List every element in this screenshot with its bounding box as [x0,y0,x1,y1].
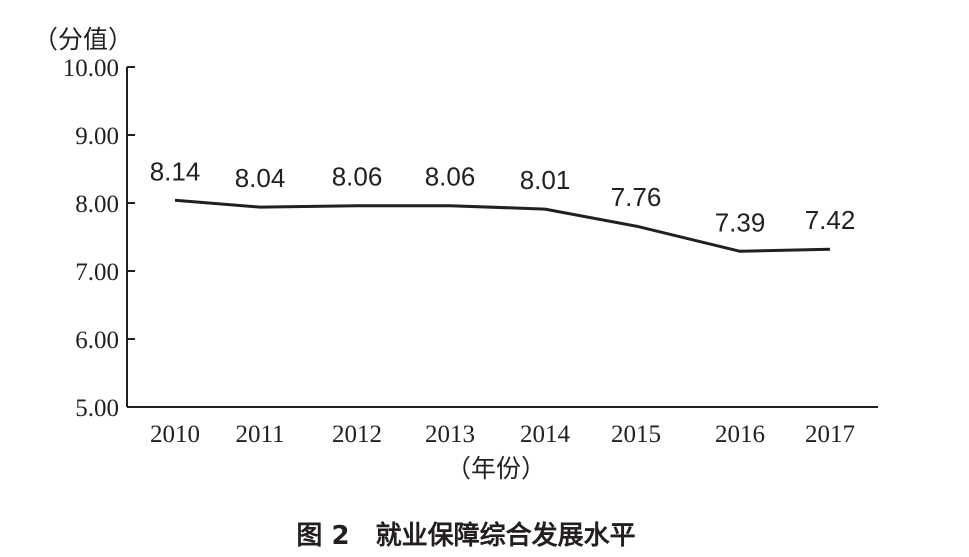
x-tick-label: 2011 [235,421,284,448]
axes [126,67,878,408]
y-tick-label: 5.00 [75,395,119,422]
y-axis-title: （分值） [33,25,133,54]
x-tick-label: 2016 [715,421,765,448]
x-axis-title: （年份） [446,454,546,483]
x-tick-label: 2012 [332,421,382,448]
x-tick-label: 2015 [611,421,661,448]
data-labels: 8.14 8.04 8.06 8.06 8.01 7.76 7.39 7.42 [150,156,856,237]
series-line [174,198,831,253]
y-tick-label: 8.00 [75,191,119,218]
data-label: 8.06 [425,162,476,192]
x-tick-label: 2014 [520,421,571,448]
data-label: 8.04 [235,163,286,193]
x-tick-label: 2010 [150,421,200,448]
x-tick-label: 2013 [425,421,475,448]
data-label: 8.01 [520,165,571,195]
y-tick-label: 10.00 [63,55,119,82]
figure-caption: 图 2 就业保障综合发展水平 [296,520,635,551]
x-ticks: 2010 2011 2012 2013 2014 2015 2016 2017 [150,421,855,448]
data-label: 8.14 [150,156,201,186]
x-tick-label: 2017 [805,421,855,448]
y-tick-label: 7.00 [75,259,119,286]
y-tick-label: 9.00 [75,123,119,150]
data-label: 7.76 [611,182,662,212]
data-label: 8.06 [332,162,383,192]
data-label: 7.42 [805,205,856,235]
y-tick-label: 6.00 [75,327,119,354]
data-label: 7.39 [715,207,766,237]
y-ticks: 5.00 6.00 7.00 8.00 9.00 10.00 [63,55,135,422]
